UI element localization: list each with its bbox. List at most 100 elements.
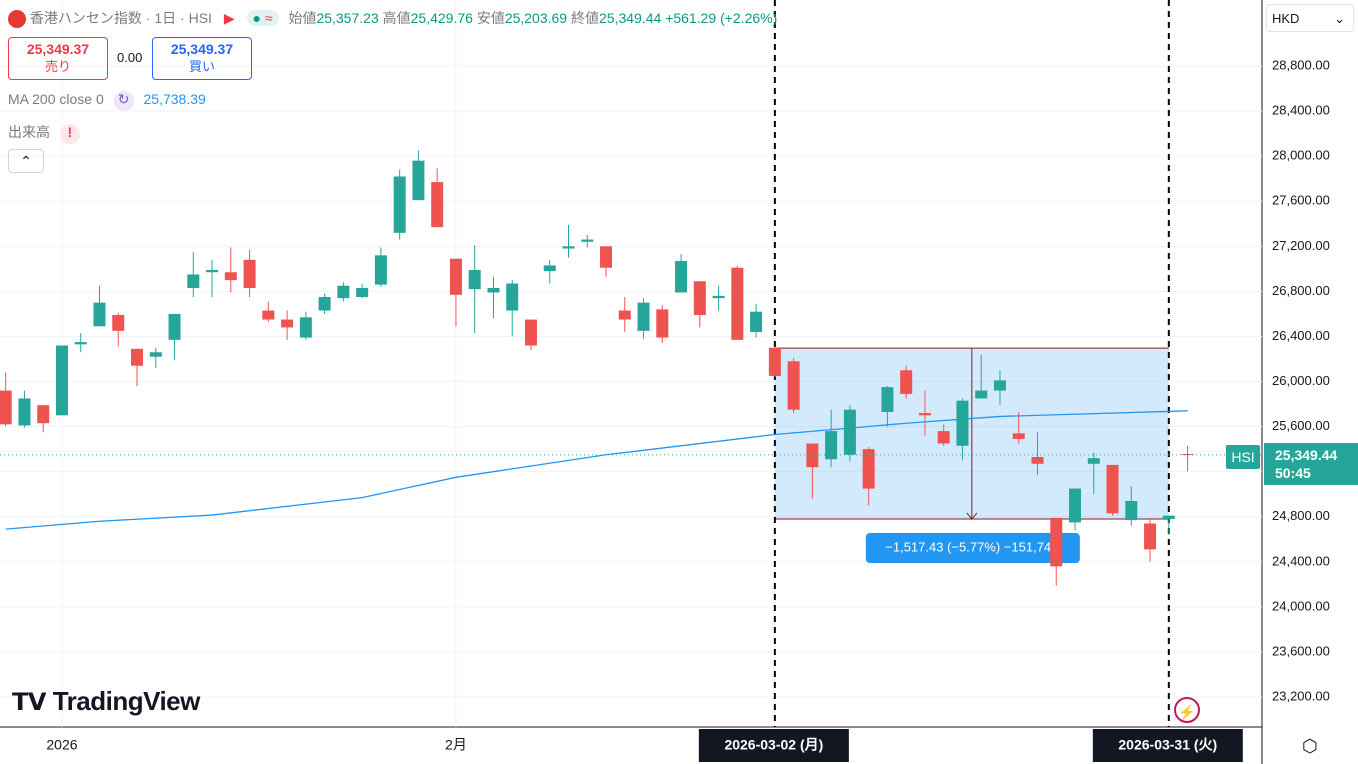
candle-body [618, 310, 631, 320]
candle-body [1181, 453, 1194, 455]
collapse-button[interactable]: ⌃ [8, 149, 44, 173]
candle-body [187, 274, 200, 289]
candle-body [224, 272, 237, 281]
ohlc-label: 高値 [382, 10, 411, 26]
ticker: HSI [188, 10, 212, 26]
measure-label: −1,517.43 (−5.77%) −151,743 [885, 539, 1058, 554]
buy-price: 25,349.37 [170, 41, 234, 57]
symbol: 香港ハンセン指数 [29, 10, 142, 26]
y-tick-label: 27,600.00 [1272, 193, 1330, 208]
y-tick-label: 23,200.00 [1272, 688, 1330, 703]
y-tick-label: 26,400.00 [1272, 328, 1330, 343]
candle-body [112, 315, 125, 331]
sell-button[interactable]: 25,349.37 売り [8, 37, 108, 80]
candle-body [374, 255, 387, 285]
candle-body [487, 288, 500, 293]
sell-label: 売り [44, 59, 71, 74]
y-tick-label: 28,800.00 [1272, 57, 1330, 72]
x-tick-label: 2026 [46, 737, 77, 753]
ohlc-label: 始値 [288, 10, 317, 26]
status[interactable]: ● ≈ [246, 10, 279, 26]
y-tick-label: 28,400.00 [1272, 103, 1330, 118]
ohlc-value: 25,349.44 [599, 10, 662, 26]
volume-warning[interactable]: ! [59, 124, 80, 144]
candle-body [0, 390, 12, 425]
candle-body [993, 380, 1006, 391]
y-tick-label: 24,000.00 [1272, 598, 1330, 613]
candle-body [1125, 500, 1138, 521]
candle-body [1012, 433, 1025, 439]
ohlc-label: 終値 [571, 10, 599, 26]
candle-body [243, 259, 256, 289]
candle-body [356, 288, 369, 298]
buy-button[interactable]: 25,349.37 買い [152, 37, 252, 80]
candle-body [468, 269, 481, 290]
currency: HKD [1272, 11, 1300, 26]
candle-body [862, 449, 875, 489]
currency-select[interactable]: HKD ⌄ [1266, 4, 1354, 32]
date-tag-bg [698, 729, 849, 762]
candle-body [975, 390, 988, 399]
replay-icon[interactable]: ⚡ [1174, 697, 1200, 723]
volume-name: 出来高 [8, 124, 50, 140]
ohlc-value: 25,203.69 [504, 10, 568, 26]
ma-icon[interactable]: ↻ [113, 91, 134, 111]
volume-legend: 出来高 ! [8, 122, 80, 144]
candle-body [449, 258, 462, 295]
candle-body [506, 283, 519, 311]
interval: 1日 [154, 10, 177, 26]
ohlc-value: 25,429.76 [410, 10, 473, 26]
candle-body [262, 310, 275, 320]
candle-body [956, 400, 969, 446]
candle-body [524, 319, 537, 346]
ma-value: 25,738.39 [143, 91, 206, 107]
candle-body [1031, 457, 1044, 464]
candle-body [37, 405, 50, 424]
candle-body [731, 267, 744, 340]
candle-body [750, 311, 763, 332]
logo: 𝗧𝗩 TradingView [12, 686, 200, 716]
x-tick-label: 2026-03-31 (火) [1118, 737, 1217, 753]
candle-body [937, 431, 950, 444]
flag[interactable]: ▶ [223, 10, 235, 26]
candle-body [581, 239, 594, 242]
y-tick-label: 25,600.00 [1272, 418, 1330, 433]
candle-body [675, 260, 688, 293]
candle-body [93, 302, 106, 327]
spread: 0.00 [117, 50, 143, 65]
y-tick-label: 24,400.00 [1272, 553, 1330, 568]
candle-body [656, 309, 669, 338]
candle-body [1087, 458, 1100, 464]
candle-body [881, 387, 894, 412]
candle-body [318, 297, 331, 311]
candle-body [299, 317, 312, 338]
x-tick-label: 2月 [445, 737, 467, 753]
measure-label-bg [865, 533, 1080, 564]
candle-body [918, 413, 931, 416]
candle-body [18, 398, 31, 426]
ohlc-value: 25,357.23 [316, 10, 379, 26]
candle-body [637, 302, 650, 331]
ohlc-label: 安値 [476, 10, 505, 26]
x-tick-label: 2026-03-02 (月) [724, 737, 823, 753]
y-tick-label: 26,000.00 [1272, 373, 1330, 388]
candle-body [712, 295, 725, 299]
candle-body [1144, 523, 1157, 550]
change: +561.29 (+2.26%) [665, 10, 778, 26]
price: 25,349.44 [1275, 447, 1338, 463]
y-tick-label: 28,000.00 [1272, 148, 1330, 163]
candle-body [1050, 517, 1063, 567]
date-tag-bg [1092, 729, 1243, 762]
y-tick-label: 23,600.00 [1272, 643, 1330, 658]
candle-body [825, 431, 838, 460]
candle-body [693, 281, 706, 316]
symbol-tag: HSI [1226, 445, 1260, 469]
settings-icon[interactable]: ⬡ [1302, 736, 1318, 756]
candle-body [281, 319, 294, 328]
candle-body [600, 246, 613, 268]
candle-body [900, 370, 913, 394]
candle-body [806, 443, 819, 468]
countdown: 50:45 [1275, 465, 1311, 481]
